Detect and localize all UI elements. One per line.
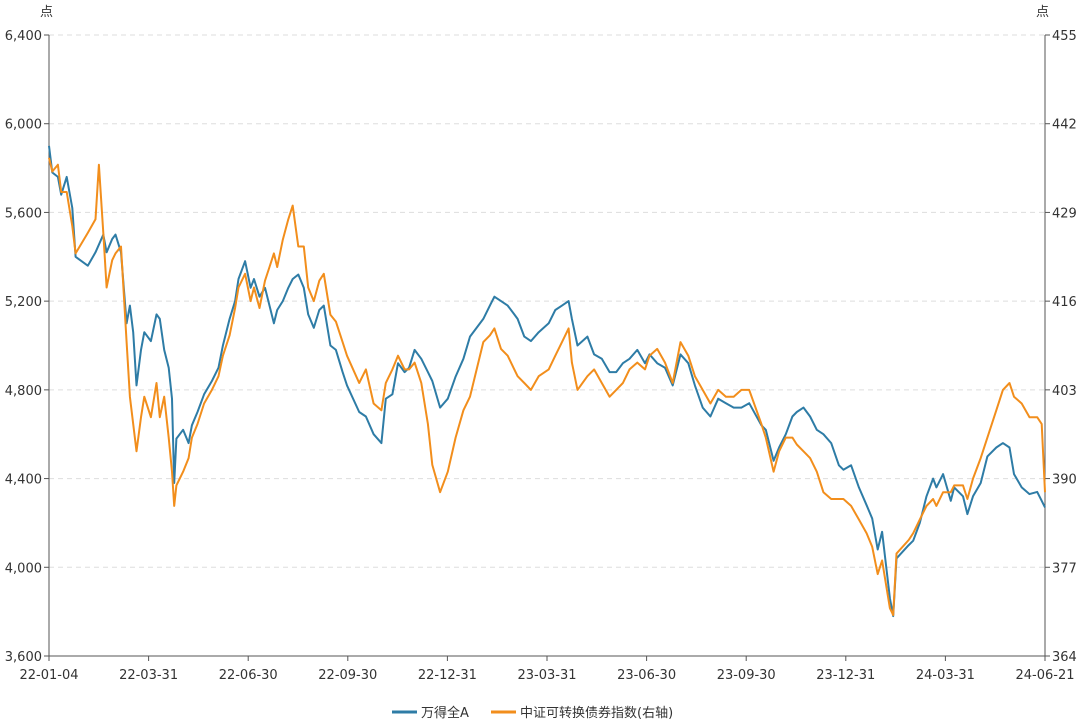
- left-tick-label: 3,600: [5, 650, 42, 665]
- right-tick-label: 455: [1052, 29, 1077, 44]
- left-axis-ticks: 3,600 4,000 4,400 4,800 5,200 5,600 6,000 6,400: [5, 29, 49, 665]
- legend-label-series1: 万得全A: [421, 705, 469, 721]
- right-tick-label: 416: [1052, 295, 1077, 310]
- x-tick-label: 22-12-31: [418, 668, 477, 683]
- left-tick-label: 5,200: [5, 295, 42, 310]
- x-tick-label: 22-06-30: [219, 668, 278, 683]
- x-tick-label: 24-06-21: [1015, 668, 1074, 683]
- x-tick-label: 22-03-31: [119, 668, 178, 683]
- left-axis-unit: 点: [40, 5, 53, 20]
- right-tick-label: 403: [1052, 384, 1077, 399]
- x-tick-label: 23-12-31: [816, 668, 875, 683]
- x-axis-ticks: 22-01-04 22-03-31 22-06-30 22-09-30 22-12-31…: [19, 656, 1075, 683]
- x-tick-label: 23-03-31: [517, 668, 576, 683]
- legend: 万得全A 中证可转换债券指数(右轴): [392, 705, 673, 721]
- gridlines: [49, 34, 1045, 568]
- right-tick-label: 390: [1052, 473, 1077, 488]
- x-tick-label: 23-09-30: [717, 668, 776, 683]
- left-tick-label: 6,400: [5, 29, 42, 44]
- series-line-1: [48, 145, 1046, 618]
- x-tick-label: 22-01-04: [19, 668, 78, 683]
- right-tick-label: 429: [1052, 206, 1077, 221]
- left-tick-label: 4,000: [5, 561, 42, 576]
- right-tick-label: 442: [1052, 118, 1077, 133]
- x-tick-label: 22-09-30: [318, 668, 377, 683]
- right-tick-label: 377: [1052, 561, 1077, 576]
- right-axis-unit: 点: [1036, 5, 1049, 20]
- right-axis-ticks: 364 377 390 403 416 429 442 455: [1045, 29, 1077, 665]
- right-tick-label: 364: [1052, 650, 1077, 665]
- series-line-2: [48, 157, 1046, 617]
- left-tick-label: 4,800: [5, 384, 42, 399]
- left-tick-label: 6,000: [5, 118, 42, 133]
- legend-label-series2: 中证可转换债券指数(右轴): [520, 705, 673, 721]
- left-tick-label: 5,600: [5, 206, 42, 221]
- series-lines: [48, 145, 1046, 618]
- x-tick-label: 23-06-30: [617, 668, 676, 683]
- x-tick-label: 24-03-31: [916, 668, 975, 683]
- left-tick-label: 4,400: [5, 473, 42, 488]
